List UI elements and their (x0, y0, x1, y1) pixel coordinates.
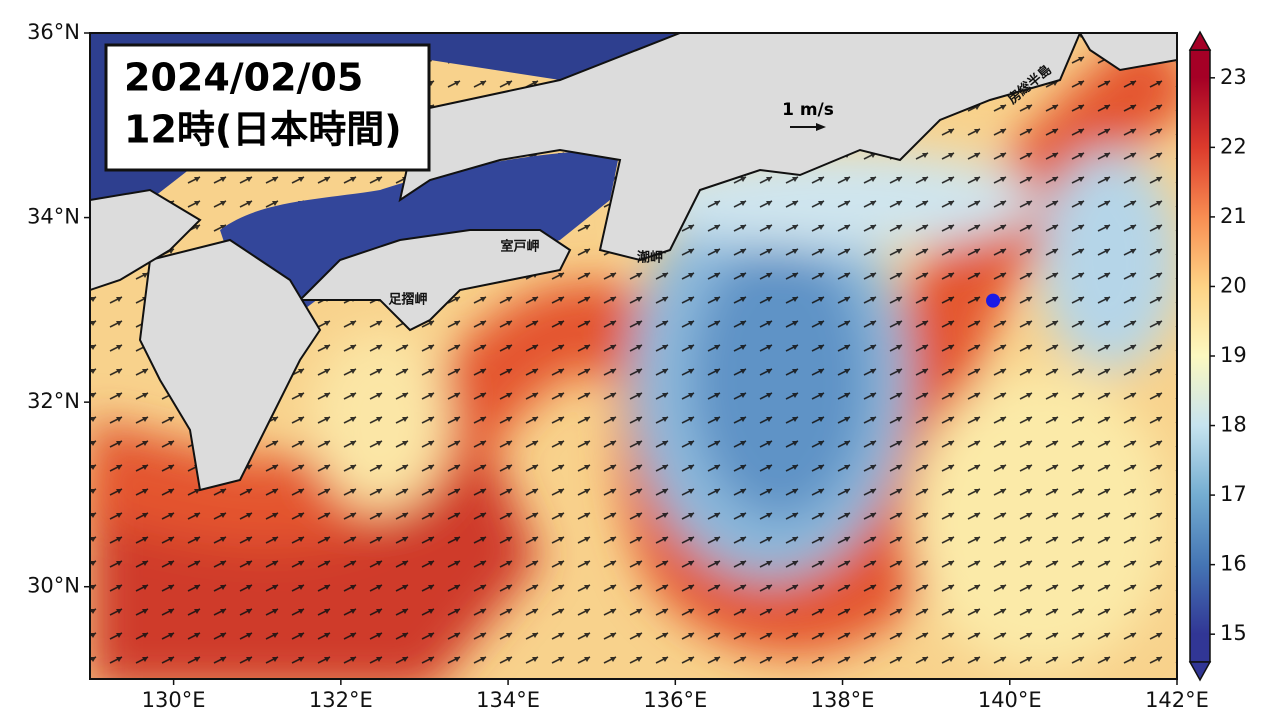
place-label: 潮岬 (637, 250, 663, 266)
title-box (104, 43, 431, 172)
land-west (90, 188, 202, 292)
colorbar-tick-label: 15 (1220, 621, 1247, 645)
honshu (398, 33, 1082, 262)
inland-sea (220, 150, 620, 320)
x-tick-label: 136°E (643, 688, 707, 712)
y-tick-label: 30°N (27, 574, 80, 598)
kyushu (138, 238, 322, 492)
colorbar-tick-label: 19 (1220, 343, 1247, 367)
x-tick-label: 132°E (309, 688, 373, 712)
scale-label: 1 m/s (782, 100, 834, 120)
colorbar-tick-label: 21 (1220, 204, 1247, 228)
x-tick-label: 142°E (1145, 688, 1209, 712)
colorbar-tick-label: 22 (1220, 134, 1247, 158)
x-tick-label: 130°E (142, 688, 206, 712)
colorbar-tick-label: 18 (1220, 413, 1247, 437)
place-label: 室戸岬 (500, 239, 539, 255)
map-area (90, 33, 1177, 679)
y-tick-label: 32°N (27, 389, 80, 413)
map-frame (89, 32, 1178, 680)
colorbar-tick-label: 23 (1220, 65, 1247, 89)
colorbar-tick-label: 17 (1220, 482, 1247, 506)
x-tick-label: 134°E (476, 688, 540, 712)
location-marker (986, 293, 1001, 308)
y-tick-label: 36°N (27, 20, 80, 44)
colorbar-extend-bottom (1188, 661, 1212, 682)
colorbar-tick-label: 16 (1220, 552, 1247, 576)
y-tick-label: 34°N (27, 205, 80, 229)
place-label: 足摺岬 (388, 293, 427, 308)
colorbar-tick-label: 20 (1220, 273, 1247, 297)
colorbar (1189, 49, 1211, 663)
land-northeast (1078, 33, 1177, 72)
colorbar-extend-top (1188, 30, 1212, 51)
scale-arrowhead (816, 123, 826, 131)
shikoku (297, 229, 572, 332)
title-date: 2024/02/05 (124, 56, 363, 100)
title-time: 12時(日本時間) (124, 108, 402, 152)
x-tick-label: 140°E (978, 688, 1042, 712)
x-tick-label: 138°E (811, 688, 875, 712)
